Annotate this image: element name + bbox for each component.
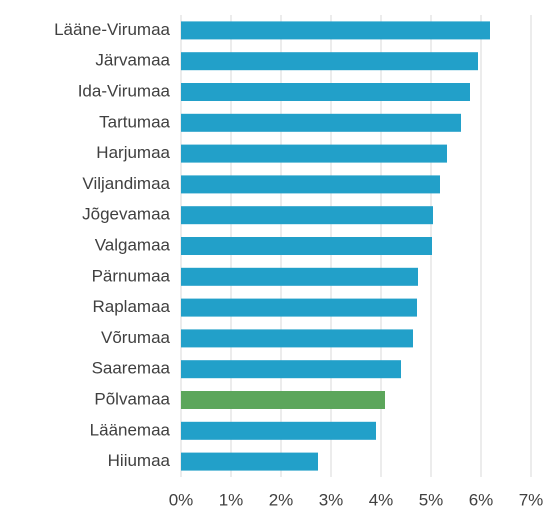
bar [181, 267, 418, 286]
bar [181, 175, 440, 194]
bar [181, 52, 478, 71]
y-tick-label: Läänemaa [90, 420, 171, 439]
y-tick-label: Jõgevamaa [82, 205, 170, 224]
x-tick-label: 5% [419, 490, 444, 509]
x-tick-label: 6% [469, 490, 494, 509]
x-tick-label: 7% [519, 490, 544, 509]
bar [181, 21, 490, 40]
bar [181, 298, 417, 317]
y-tick-label: Võrumaa [101, 328, 171, 347]
y-tick-label: Pärnumaa [92, 266, 171, 285]
bar [181, 144, 447, 163]
y-tick-label: Saaremaa [92, 359, 171, 378]
y-tick-label: Viljandimaa [82, 174, 170, 193]
bar [181, 421, 376, 440]
bar [181, 113, 461, 132]
y-tick-label: Hiiumaa [108, 451, 171, 470]
bar [181, 83, 470, 101]
bar [181, 329, 413, 348]
x-tick-label: 1% [219, 490, 244, 509]
bar [181, 391, 385, 409]
x-tick-label: 0% [169, 490, 194, 509]
bar [181, 360, 401, 379]
y-tick-label: Valgamaa [95, 235, 171, 254]
y-tick-label: Järvamaa [95, 51, 170, 70]
y-tick-label: Lääne-Virumaa [54, 20, 170, 39]
x-tick-label: 2% [269, 490, 294, 509]
y-tick-label: Raplamaa [93, 297, 171, 316]
y-tick-label: Tartumaa [99, 112, 170, 131]
y-tick-label: Harjumaa [96, 143, 170, 162]
y-tick-label: Ida-Virumaa [78, 81, 171, 100]
x-tick-label: 3% [319, 490, 344, 509]
bar [181, 237, 432, 255]
bar [181, 206, 433, 225]
bar [181, 452, 318, 471]
y-tick-label: Põlvamaa [94, 389, 170, 408]
x-tick-label: 4% [369, 490, 394, 509]
